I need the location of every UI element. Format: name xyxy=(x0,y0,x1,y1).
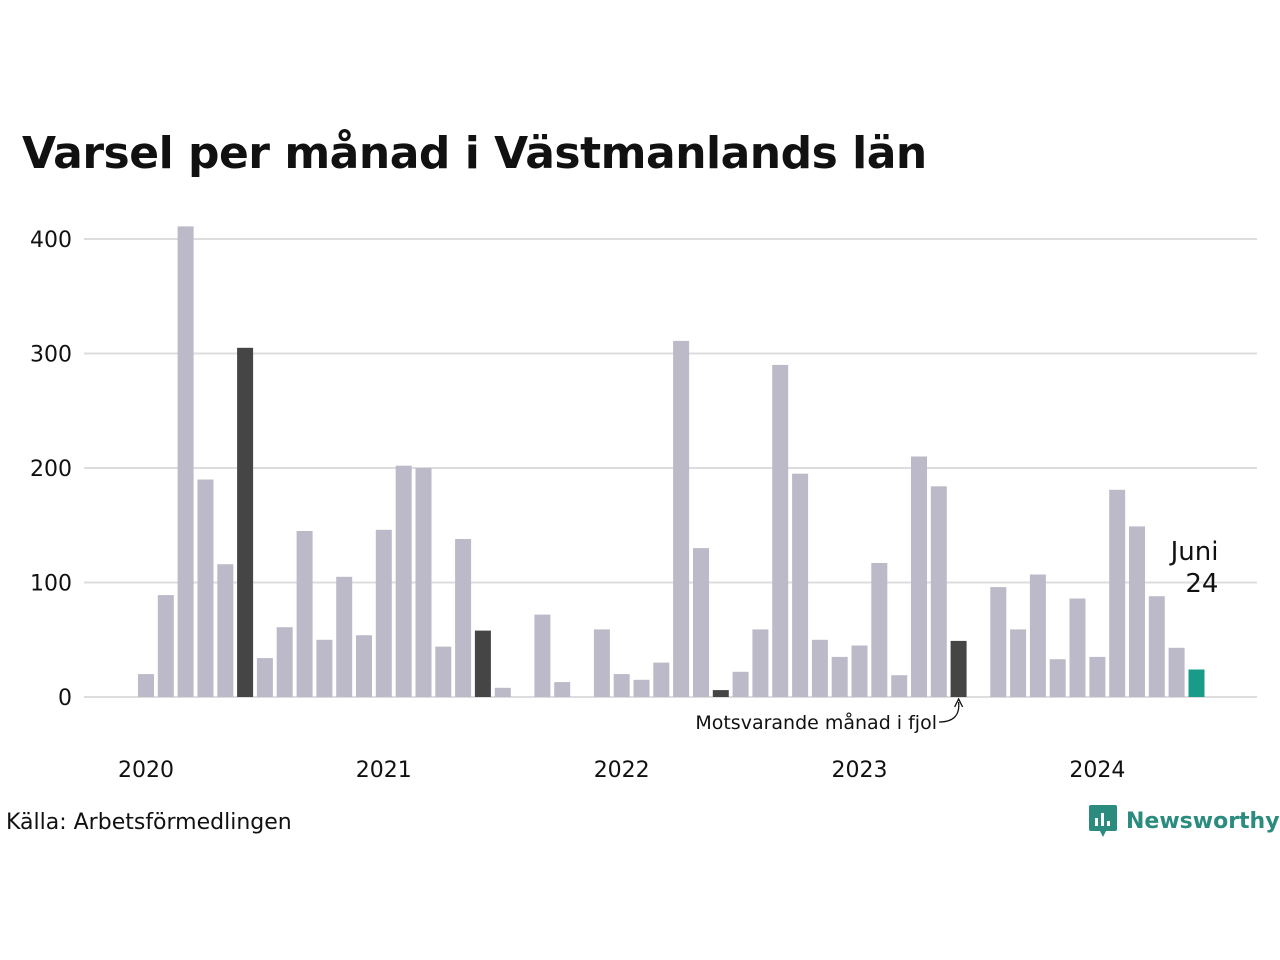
bar xyxy=(1109,489,1126,697)
x-tick-label: 2024 xyxy=(1069,758,1125,783)
bar xyxy=(276,627,293,697)
bar xyxy=(811,639,828,698)
current-value-label: 24 xyxy=(1185,569,1218,599)
bar xyxy=(256,658,273,697)
bar xyxy=(633,679,650,697)
bar xyxy=(237,347,254,697)
bar xyxy=(474,630,491,697)
bar xyxy=(1168,647,1185,697)
annotation-arrow xyxy=(938,701,960,723)
bar xyxy=(217,564,234,697)
bar xyxy=(1010,629,1027,697)
x-tick-label: 2023 xyxy=(832,758,888,783)
source-note: Källa: Arbetsförmedlingen xyxy=(6,810,292,835)
bar-chart-badge-icon xyxy=(1089,805,1117,837)
bar xyxy=(792,473,809,697)
bar xyxy=(673,340,690,697)
x-tick-label: 2021 xyxy=(356,758,412,783)
brand-name: Newsworthy xyxy=(1126,808,1280,834)
bar xyxy=(732,671,749,697)
bar xyxy=(930,486,947,697)
bar xyxy=(1129,526,1145,697)
bar xyxy=(375,529,392,697)
y-tick-label: 400 xyxy=(30,228,72,253)
bar xyxy=(395,465,412,697)
y-tick-label: 0 xyxy=(58,686,72,711)
bar xyxy=(831,656,848,697)
bar xyxy=(891,675,908,697)
comparison-annotation: Motsvarande månad i fjol xyxy=(695,711,937,734)
annotation-arrowhead xyxy=(954,697,964,708)
bar xyxy=(435,646,452,697)
bar xyxy=(296,531,313,697)
bar xyxy=(316,639,333,698)
bar xyxy=(712,690,729,697)
bar xyxy=(1069,598,1086,697)
current-month-label: Juni xyxy=(1169,537,1219,567)
bar xyxy=(336,576,353,697)
bar xyxy=(157,595,174,697)
x-axis-year-labels: 2020 2021 2022 2023 2024 xyxy=(118,758,1125,783)
bar xyxy=(653,662,670,697)
bar xyxy=(871,563,888,697)
bar xyxy=(772,364,789,697)
bar xyxy=(1049,659,1066,697)
y-tick-label: 100 xyxy=(30,572,72,597)
y-tick-label: 200 xyxy=(30,457,72,482)
bar xyxy=(455,539,472,697)
bar xyxy=(494,687,511,697)
bars xyxy=(138,226,1205,698)
bar xyxy=(693,548,709,697)
y-axis-ticks: 0 100 200 300 400 xyxy=(30,228,72,711)
bar xyxy=(356,635,372,697)
bar xyxy=(950,640,967,697)
bar xyxy=(1148,596,1165,697)
bar xyxy=(177,226,194,697)
bar xyxy=(911,456,927,697)
x-tick-label: 2020 xyxy=(118,758,174,783)
bar xyxy=(554,682,571,697)
bar xyxy=(1188,669,1205,697)
y-tick-label: 300 xyxy=(30,343,72,368)
bar xyxy=(593,629,610,697)
x-tick-label: 2022 xyxy=(594,758,650,783)
bar xyxy=(613,674,630,697)
bar xyxy=(851,645,868,697)
bar xyxy=(197,479,214,697)
bar xyxy=(534,614,551,697)
bar xyxy=(990,587,1007,697)
bar xyxy=(752,629,769,697)
bar xyxy=(1029,574,1046,697)
bar xyxy=(1089,656,1106,697)
brand-logo: Newsworthy xyxy=(1088,804,1280,838)
bar xyxy=(138,674,154,697)
bar xyxy=(415,468,432,697)
chart-title: Varsel per månad i Västmanlands län xyxy=(22,128,927,179)
